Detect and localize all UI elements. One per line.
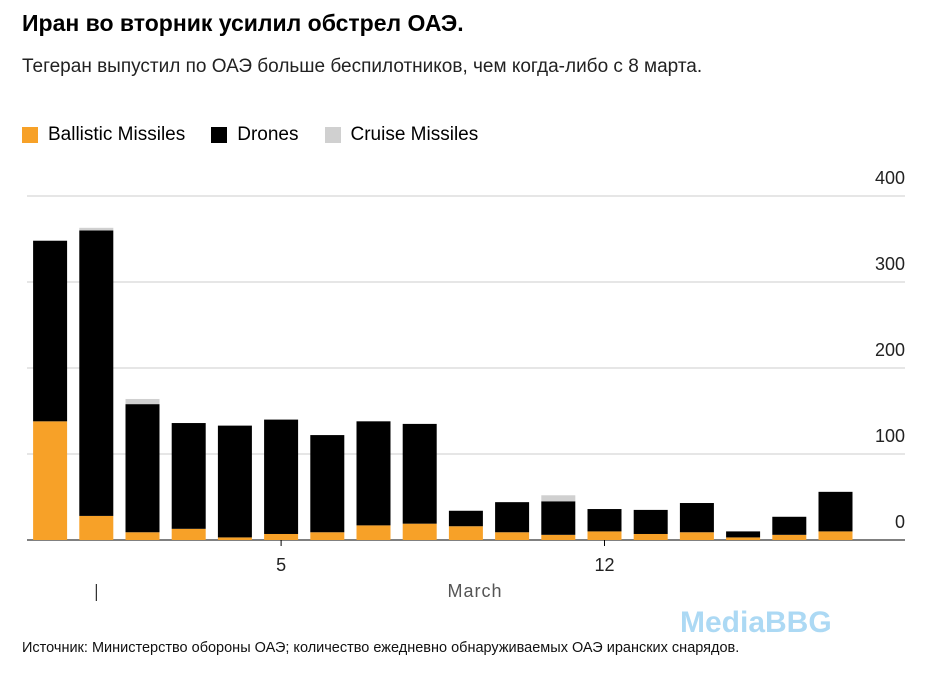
bar-segment	[633, 533, 668, 540]
watermark: MediaBBG	[680, 606, 832, 639]
x-tick-label: 5	[276, 555, 286, 575]
legend-item: Drones	[211, 124, 299, 146]
bar-segment	[818, 491, 853, 532]
bar-segment	[264, 533, 299, 540]
legend-swatch	[324, 127, 341, 143]
y-tick-label: 300	[875, 254, 905, 274]
bar-segment	[171, 528, 206, 540]
legend-item: Cruise Missiles	[324, 124, 479, 146]
bar-segment	[356, 421, 391, 526]
bar-segment	[125, 404, 160, 533]
bar-segment	[264, 419, 299, 534]
legend-swatch	[211, 127, 228, 143]
bar-segment	[402, 423, 437, 524]
bar-segment	[79, 515, 114, 540]
y-tick-label: 400	[875, 168, 905, 188]
legend-label: Drones	[237, 124, 299, 145]
bar-segment	[310, 435, 345, 533]
legend-label: Cruise Missiles	[350, 124, 479, 145]
bar-segment	[79, 230, 114, 516]
bar-segment	[310, 532, 345, 540]
bar-segment	[679, 503, 714, 533]
bar-segment	[541, 534, 576, 540]
chart-subtitle: Тегеран выпустил по ОАЭ больше беспилотн…	[22, 56, 703, 77]
bar-segment	[772, 534, 807, 540]
bar-segment	[448, 510, 483, 527]
bar-segment	[541, 501, 576, 535]
bar-segment	[495, 532, 530, 540]
bar-segment	[125, 398, 160, 405]
bar-segment	[448, 526, 483, 540]
bar-segment	[125, 532, 160, 540]
source-note: Источник: Министерство обороны ОАЭ; коли…	[22, 640, 740, 656]
legend-swatch	[22, 127, 38, 143]
legend-label: Ballistic Missiles	[48, 124, 186, 145]
bar-segment	[217, 537, 252, 540]
x-axis-label: March	[447, 581, 502, 601]
bar-segment	[217, 425, 252, 538]
bar-segment	[633, 509, 668, 534]
bar-segment	[726, 531, 761, 538]
bar-segment	[587, 509, 622, 532]
bar-segment	[356, 525, 391, 540]
x-tick-label: 12	[594, 555, 614, 575]
bar-segment	[402, 523, 437, 540]
bar-segment	[495, 502, 530, 533]
chart-title: Иран во вторник усилил обстрел ОАЭ.	[22, 10, 464, 36]
y-tick-label: 0	[895, 512, 905, 532]
bar-segment	[541, 495, 576, 502]
bar-segment	[726, 537, 761, 540]
bar-segment	[79, 227, 114, 231]
legend: Ballistic Missiles Drones Cruise Missiles	[22, 124, 478, 146]
bar-segment	[679, 532, 714, 540]
y-tick-label: 100	[875, 426, 905, 446]
bar-segment	[33, 421, 68, 540]
bar-segment	[587, 531, 622, 540]
bar-segment	[772, 516, 807, 535]
legend-item: Ballistic Missiles	[22, 124, 185, 146]
y-tick-label: 200	[875, 340, 905, 360]
bar-segment	[33, 240, 68, 422]
bar-segment	[171, 423, 206, 529]
bar-segment	[818, 531, 853, 540]
